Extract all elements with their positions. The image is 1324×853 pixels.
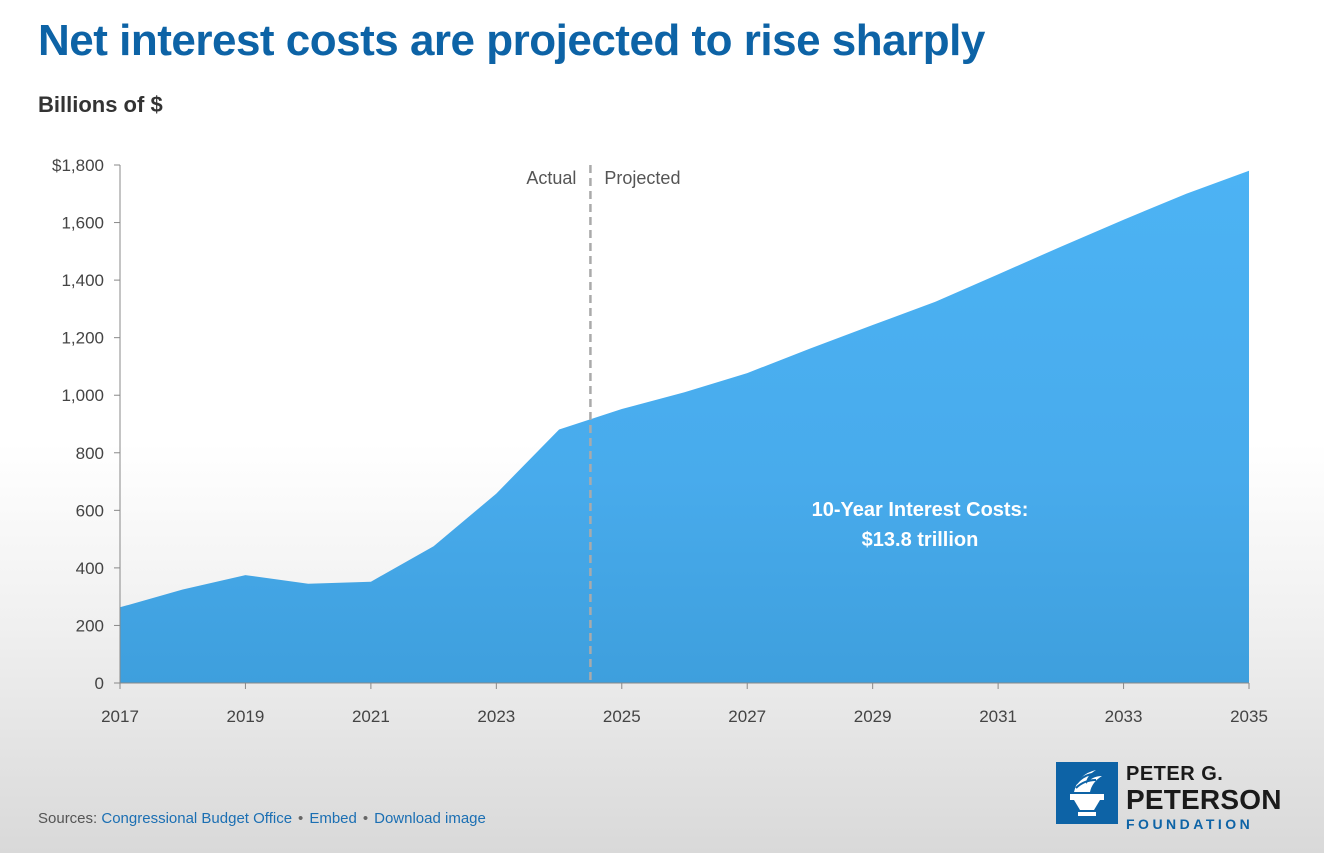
torch-icon xyxy=(1056,762,1118,824)
x-tick-label: 2023 xyxy=(477,707,515,726)
y-tick-label: 1,000 xyxy=(61,386,104,405)
x-tick-label: 2031 xyxy=(979,707,1017,726)
separator-dot: • xyxy=(362,810,369,827)
y-tick-label: 1,200 xyxy=(61,329,104,348)
y-tick-label: 0 xyxy=(95,674,104,693)
x-tick-label: 2025 xyxy=(603,707,641,726)
x-tick-label: 2035 xyxy=(1230,707,1268,726)
y-tick-label: 800 xyxy=(76,444,104,463)
projected-label: Projected xyxy=(604,168,680,188)
y-tick-label: 1,400 xyxy=(61,271,104,290)
logo-wordmark: PETER G. PETERSON FOUNDATION xyxy=(1126,764,1282,831)
logo-line-3: FOUNDATION xyxy=(1126,816,1254,832)
x-tick-label: 2033 xyxy=(1105,707,1143,726)
chart-area: $1,800 1,600 1,400 1,200 1,000 800 600 400 200 0 2… xyxy=(52,156,1268,726)
x-tick-label: 2019 xyxy=(227,707,265,726)
logo-line-1: PETER G. xyxy=(1126,763,1224,785)
x-tick-label: 2021 xyxy=(352,707,390,726)
separator-dot: • xyxy=(298,810,304,827)
interest-cost-area xyxy=(120,170,1249,684)
sources-prefix: Sources: xyxy=(38,810,98,827)
x-tick-label: 2029 xyxy=(854,707,892,726)
y-tick-label: 600 xyxy=(76,501,104,520)
annotation-line-1: 10-Year Interest Costs: xyxy=(812,499,1029,521)
peterson-foundation-logo: PETER G. PETERSON FOUNDATION xyxy=(1056,762,1296,831)
chart-title: Net interest costs are projected to rise… xyxy=(38,16,985,65)
chart-subtitle: Billions of $ xyxy=(38,92,163,117)
actual-label: Actual xyxy=(526,168,576,188)
y-tick-label: 1,600 xyxy=(61,214,104,233)
x-tick-label: 2027 xyxy=(728,707,766,726)
download-image-link[interactable]: Download image xyxy=(374,810,486,827)
source-link[interactable]: Congressional Budget Office xyxy=(101,810,293,827)
sources-line: Sources: Congressional Budget Office • Emb… xyxy=(38,810,486,827)
embed-link[interactable]: Embed xyxy=(309,810,357,827)
y-tick-label: $1,800 xyxy=(52,156,104,175)
y-tick-label: 200 xyxy=(76,616,104,635)
y-tick-label: 400 xyxy=(76,559,104,578)
annotation-line-2: $13.8 trillion xyxy=(862,529,979,551)
logo-line-2: PETERSON xyxy=(1126,784,1282,815)
x-tick-label: 2017 xyxy=(101,707,139,726)
